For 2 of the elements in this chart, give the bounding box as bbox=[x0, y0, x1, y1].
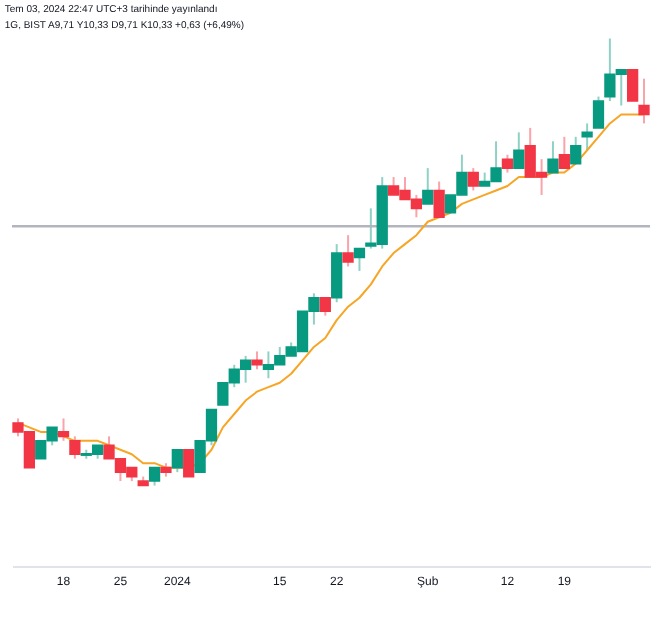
candlestick bbox=[183, 448, 195, 478]
candlestick bbox=[627, 68, 639, 102]
